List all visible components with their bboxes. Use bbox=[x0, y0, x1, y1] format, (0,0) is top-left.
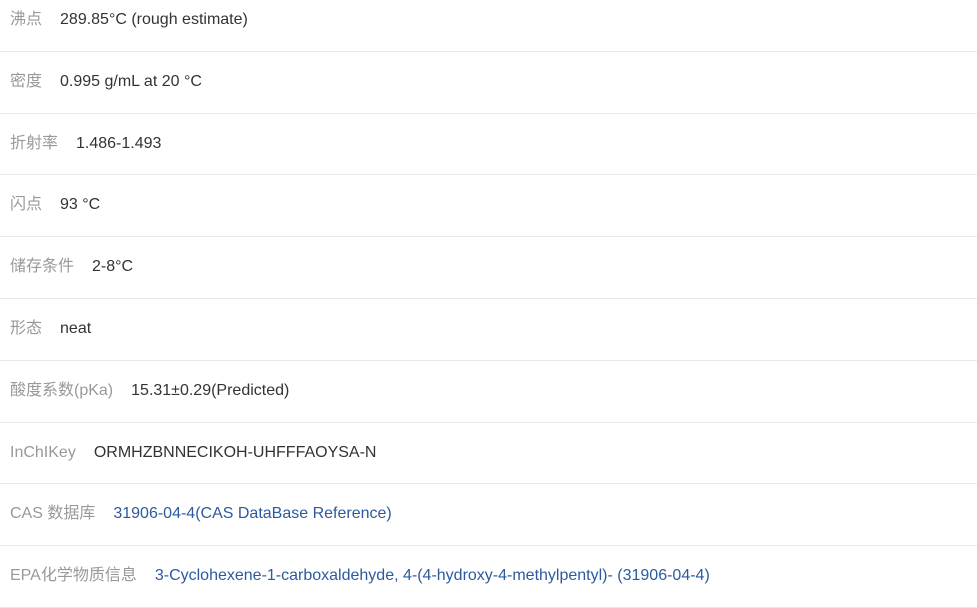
property-value: 2-8°C bbox=[92, 257, 133, 278]
property-label: 闪点 bbox=[10, 195, 42, 216]
property-value: 1.486-1.493 bbox=[76, 134, 161, 155]
property-label: 折射率 bbox=[10, 134, 58, 155]
property-row: 储存条件 2-8°C bbox=[0, 237, 977, 299]
property-label: 储存条件 bbox=[10, 257, 74, 278]
property-label: EPA化学物质信息 bbox=[10, 566, 137, 587]
epa-chemical-link[interactable]: 3-Cyclohexene-1-carboxaldehyde, 4-(4-hyd… bbox=[155, 566, 710, 587]
property-label: 酸度系数(pKa) bbox=[10, 381, 113, 402]
property-value: neat bbox=[60, 319, 91, 340]
property-list: 沸点 289.85°C (rough estimate) 密度 0.995 g/… bbox=[0, 0, 977, 608]
property-row: 折射率 1.486-1.493 bbox=[0, 114, 977, 176]
property-row: 闪点 93 °C bbox=[0, 175, 977, 237]
property-value: ORMHZBNNECIKOH-UHFFFAOYSA-N bbox=[94, 443, 377, 464]
property-row: EPA化学物质信息 3-Cyclohexene-1-carboxaldehyde… bbox=[0, 546, 977, 608]
property-value: 289.85°C (rough estimate) bbox=[60, 10, 248, 31]
property-value: 0.995 g/mL at 20 °C bbox=[60, 72, 202, 93]
property-value: 15.31±0.29(Predicted) bbox=[131, 381, 289, 402]
property-row: 形态 neat bbox=[0, 299, 977, 361]
property-row: 沸点 289.85°C (rough estimate) bbox=[0, 0, 977, 52]
cas-database-link[interactable]: 31906-04-4(CAS DataBase Reference) bbox=[113, 504, 391, 525]
property-label: 沸点 bbox=[10, 10, 42, 31]
property-label: CAS 数据库 bbox=[10, 504, 95, 525]
property-label: 形态 bbox=[10, 319, 42, 340]
property-row: 酸度系数(pKa) 15.31±0.29(Predicted) bbox=[0, 361, 977, 423]
property-label: InChIKey bbox=[10, 443, 76, 464]
property-value: 93 °C bbox=[60, 195, 100, 216]
property-label: 密度 bbox=[10, 72, 42, 93]
property-row: 密度 0.995 g/mL at 20 °C bbox=[0, 52, 977, 114]
property-row: InChIKey ORMHZBNNECIKOH-UHFFFAOYSA-N bbox=[0, 423, 977, 485]
property-row: CAS 数据库 31906-04-4(CAS DataBase Referenc… bbox=[0, 484, 977, 546]
